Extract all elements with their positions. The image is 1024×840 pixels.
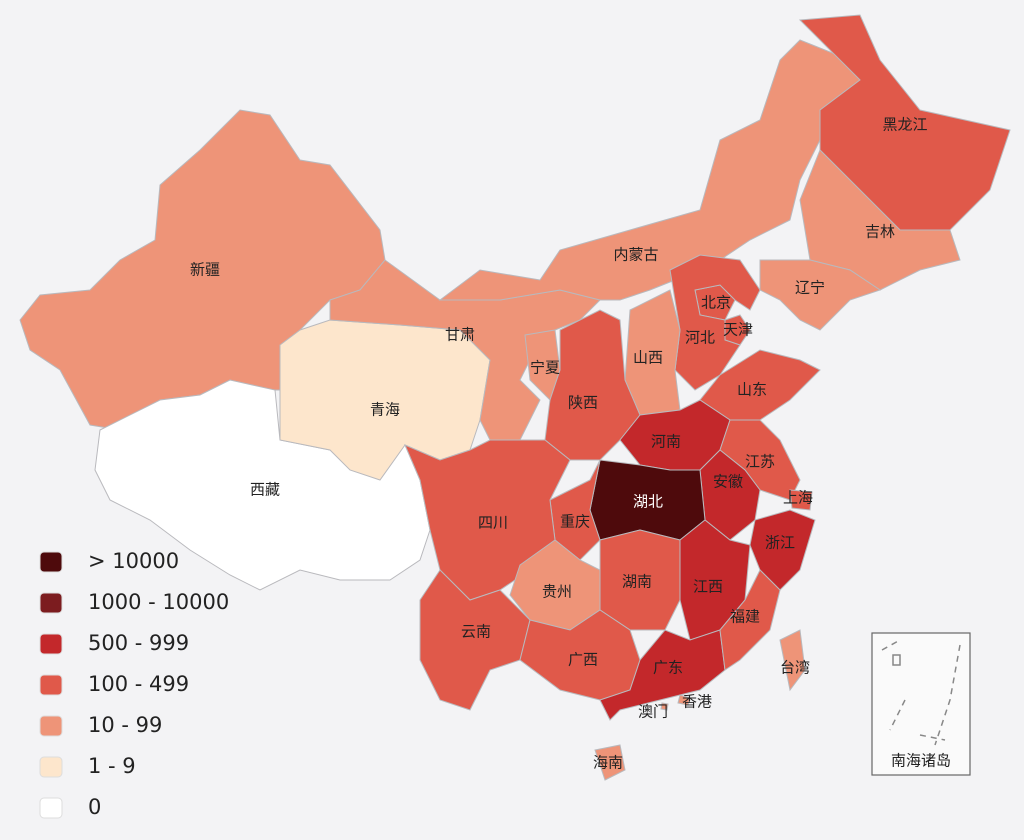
province-label: 甘肃 xyxy=(445,326,475,344)
province-label: 黑龙江 xyxy=(882,116,927,134)
province-label: 新疆 xyxy=(190,261,220,279)
province-label: 青海 xyxy=(370,401,400,419)
inset-label: 南海诸岛 xyxy=(891,752,951,770)
legend-label: > 10000 xyxy=(88,549,179,573)
inset-islands xyxy=(881,639,961,746)
province-label: 台湾 xyxy=(780,659,810,677)
province-label: 香港 xyxy=(682,693,712,711)
legend-swatch xyxy=(39,756,63,778)
province xyxy=(594,744,626,781)
legend-swatch xyxy=(39,715,63,737)
province-label: 西藏 xyxy=(250,481,280,499)
province xyxy=(677,694,691,706)
province-label: 山东 xyxy=(737,381,767,399)
province-label: 四川 xyxy=(478,514,508,532)
province-label: 陕西 xyxy=(568,394,598,412)
province xyxy=(799,149,961,291)
legend-swatch xyxy=(39,633,63,655)
province-label: 重庆 xyxy=(560,513,590,531)
province-label: 云南 xyxy=(461,623,491,641)
legend-swatch xyxy=(39,797,63,819)
legend-label: 100 - 499 xyxy=(88,672,189,696)
legend: > 10000 1000 - 10000 500 - 999 100 - 499 10 … xyxy=(39,549,229,819)
province xyxy=(759,259,882,331)
province xyxy=(719,569,781,671)
province xyxy=(419,569,531,711)
province-label: 安徽 xyxy=(713,473,743,491)
province-label: 广东 xyxy=(653,659,683,677)
province xyxy=(669,254,761,391)
province-label: 湖北 xyxy=(633,493,663,511)
province-label: 吉林 xyxy=(865,223,895,241)
province xyxy=(544,309,641,461)
province-label: 湖南 xyxy=(622,573,652,591)
legend-swatch xyxy=(39,674,63,696)
province-label: 河北 xyxy=(685,329,715,347)
province-label: 海南 xyxy=(593,754,623,772)
province-label: 宁夏 xyxy=(530,359,560,377)
province-label: 广西 xyxy=(568,651,598,669)
province xyxy=(749,509,816,591)
province-label: 澳门 xyxy=(638,703,668,721)
province-label: 天津 xyxy=(723,321,753,339)
provinces xyxy=(19,14,1011,781)
province-label: 江苏 xyxy=(745,453,775,471)
legend-label: 1000 - 10000 xyxy=(88,590,229,614)
province-label: 浙江 xyxy=(765,534,795,552)
province-label: 贵州 xyxy=(542,583,572,601)
legend-label: 0 xyxy=(88,795,101,819)
legend-swatch xyxy=(39,551,63,573)
legend-label: 500 - 999 xyxy=(88,631,189,655)
province xyxy=(660,702,669,711)
province-label: 山西 xyxy=(633,349,663,367)
province-label: 福建 xyxy=(730,608,760,626)
inset: 南海诸岛 xyxy=(871,632,971,776)
province-label: 内蒙古 xyxy=(613,246,658,264)
legend-label: 10 - 99 xyxy=(88,713,162,737)
province xyxy=(789,489,813,511)
legend-label: 1 - 9 xyxy=(88,754,136,778)
province-label: 上海 xyxy=(783,489,813,507)
province-label: 江西 xyxy=(693,578,723,596)
province-label: 北京 xyxy=(701,294,731,312)
inset-frame xyxy=(871,632,971,776)
province-label: 河南 xyxy=(651,433,681,451)
province xyxy=(94,379,431,591)
province xyxy=(779,629,806,692)
province-label: 辽宁 xyxy=(795,279,825,297)
legend-swatch xyxy=(39,592,63,614)
